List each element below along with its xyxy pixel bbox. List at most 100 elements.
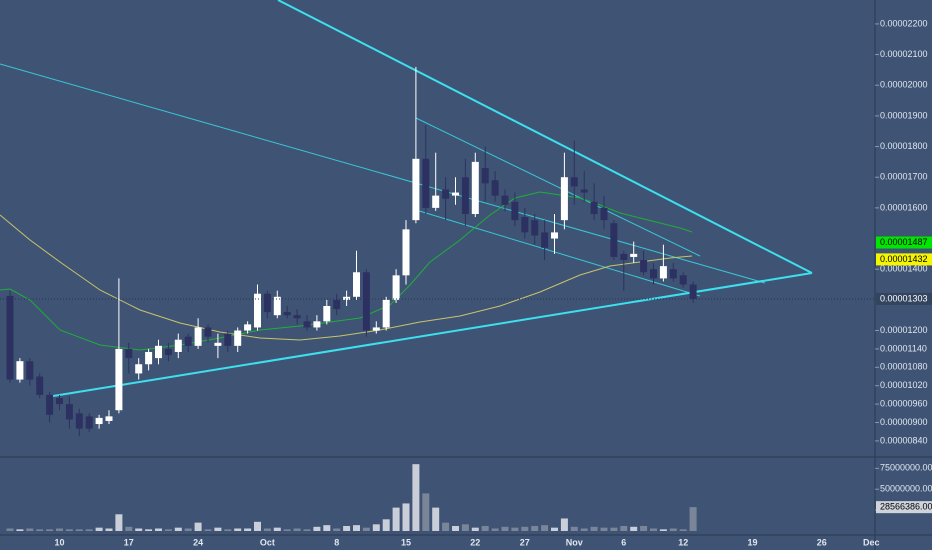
channel-line xyxy=(415,209,701,297)
x-tick-label: 6 xyxy=(621,537,626,547)
volume-bar xyxy=(511,527,519,531)
price-label-box xyxy=(876,292,932,305)
candle-body xyxy=(689,284,697,299)
volume-bar xyxy=(461,524,469,531)
y-tick-label: 0.00001200 xyxy=(880,325,928,335)
volume-bar xyxy=(105,528,113,531)
volume-bar xyxy=(75,529,83,531)
candle-body xyxy=(333,299,341,310)
y-tick-label: 0.00001140 xyxy=(880,343,927,353)
price-label-box xyxy=(876,236,932,249)
candle-body xyxy=(184,336,192,346)
volume-bar xyxy=(323,525,331,531)
candle-body xyxy=(679,275,687,285)
volume-bar xyxy=(135,528,143,531)
volume-bar xyxy=(36,529,44,531)
moving-average xyxy=(0,214,693,341)
candle-body xyxy=(551,232,558,239)
y-tick-label: 0.00001080 xyxy=(880,362,928,372)
candle-body xyxy=(541,232,549,248)
x-tick-label: 19 xyxy=(747,537,757,547)
volume-bar xyxy=(362,527,370,531)
volume-bar xyxy=(263,528,271,531)
volume-bar xyxy=(214,527,222,531)
volume-y-tick-label: 75000000.0000 xyxy=(880,463,932,473)
candle-body xyxy=(560,177,568,221)
volume-bar xyxy=(293,528,301,531)
volume-bar xyxy=(570,526,578,531)
volume-bar xyxy=(26,528,34,531)
volume-bar xyxy=(283,529,291,531)
y-tick-label: 0.00001700 xyxy=(880,172,928,182)
volume-bar xyxy=(481,525,489,531)
candle-body xyxy=(293,315,301,319)
volume-bar xyxy=(174,527,182,531)
y-tick-label: 0.00001400 xyxy=(880,264,928,274)
candle-body xyxy=(600,207,608,221)
candle-body xyxy=(580,189,588,193)
y-tick-label: 0.00000840 xyxy=(880,435,928,445)
volume-bar xyxy=(659,529,667,531)
candle-body xyxy=(135,364,143,374)
volume-bar xyxy=(95,527,103,531)
candle-body xyxy=(26,361,34,380)
candle-body xyxy=(412,158,420,221)
volume-bar xyxy=(650,528,657,531)
candle-body xyxy=(640,260,648,273)
volume-bar xyxy=(372,524,380,531)
candle-body xyxy=(343,296,351,300)
candle-body xyxy=(16,361,24,380)
volume-bar xyxy=(471,527,479,531)
candle-body xyxy=(531,220,539,236)
candle-body xyxy=(273,296,281,316)
volume-bar xyxy=(145,529,153,531)
volume-bar xyxy=(244,528,252,531)
volume-bar xyxy=(580,528,588,531)
x-tick-label: 24 xyxy=(193,537,203,547)
volume-bar xyxy=(56,528,63,531)
volume-bar xyxy=(224,529,232,531)
volume-bar xyxy=(491,528,499,531)
x-tick-label: 15 xyxy=(401,537,411,547)
price-label: 0.00001432 xyxy=(880,254,928,264)
volume-bar xyxy=(442,522,450,531)
volume-bar xyxy=(353,525,360,531)
candle-body xyxy=(46,394,54,415)
x-tick-label: 22 xyxy=(470,537,480,547)
candle-body xyxy=(521,217,529,233)
volume-bar xyxy=(501,526,509,531)
volume-bar xyxy=(590,526,598,531)
candle-body xyxy=(283,312,291,316)
volume-bar xyxy=(254,521,261,531)
x-tick-label: 17 xyxy=(124,537,134,547)
candle-body xyxy=(650,269,657,279)
candle-body xyxy=(85,416,93,429)
channel-line xyxy=(0,63,766,284)
volume-bar xyxy=(155,528,162,531)
candle-body xyxy=(125,348,133,359)
trend-line xyxy=(46,272,813,398)
candle-body xyxy=(659,266,667,279)
price-label: 0.00001487 xyxy=(880,237,928,247)
candle-body xyxy=(372,327,380,331)
volume-bar xyxy=(402,503,410,531)
candle-body xyxy=(491,180,499,196)
y-tick-label: 0.00002100 xyxy=(880,49,928,59)
x-tick-label: 8 xyxy=(334,537,339,547)
volume-bar xyxy=(115,514,123,531)
volume-bar xyxy=(273,527,281,531)
candle-body xyxy=(590,201,598,215)
volume-bar xyxy=(531,525,539,531)
volume-bar xyxy=(382,519,390,531)
volume-bar xyxy=(85,529,93,531)
candle-body xyxy=(432,195,440,208)
candle-body xyxy=(501,195,509,205)
x-tick-label: 10 xyxy=(54,537,64,547)
candle-body xyxy=(570,177,578,187)
volume-bar xyxy=(432,507,440,531)
volume-bar xyxy=(16,529,24,531)
y-tick-label: 0.00000960 xyxy=(880,398,928,408)
candle-body xyxy=(452,192,459,196)
volume-bar xyxy=(610,527,618,531)
